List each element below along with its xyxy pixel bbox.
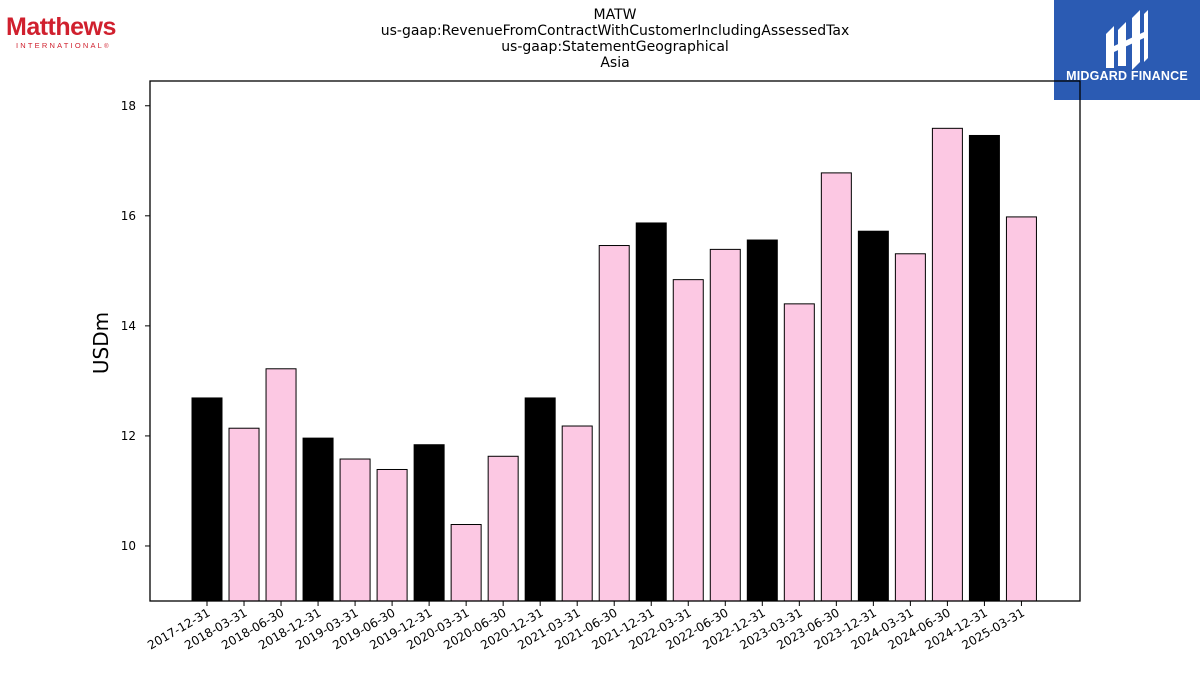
bar-2022-03-31 xyxy=(672,279,704,602)
bar-2019-12-31 xyxy=(413,444,445,602)
bar-2019-03-31 xyxy=(339,458,371,602)
bars-layer xyxy=(191,127,1037,602)
bar-2021-06-30 xyxy=(598,245,630,602)
bar-2023-03-31 xyxy=(783,303,815,602)
midgard-finance-logo: MIDGARD FINANCE xyxy=(1054,0,1200,100)
bar-2018-06-30 xyxy=(265,368,297,602)
bar-2023-12-31 xyxy=(857,230,889,602)
bar-2020-03-31 xyxy=(450,524,482,602)
bar-2018-03-31 xyxy=(228,427,260,602)
bar-2023-06-30 xyxy=(820,172,852,602)
y-tick-label: 16 xyxy=(121,209,136,223)
chart-title-line-4: Asia xyxy=(600,55,630,71)
bar-2021-12-31 xyxy=(635,222,667,602)
bar-2025-03-31 xyxy=(1005,216,1037,602)
bar-2018-12-31 xyxy=(302,437,334,602)
midgard-finance-wordmark: MIDGARD FINANCE xyxy=(1066,69,1188,83)
x-axis-ticks: 2017-12-312018-03-312018-06-302018-12-31… xyxy=(145,601,1027,652)
matthews-logo: Matthews INTERNATIONAL® xyxy=(6,14,116,50)
bar-2020-06-30 xyxy=(487,455,519,602)
bar-2024-03-31 xyxy=(894,253,926,602)
bar-2017-12-31 xyxy=(191,397,223,602)
y-tick-label: 10 xyxy=(121,539,136,553)
bar-2024-06-30 xyxy=(931,127,963,602)
bar-2020-12-31 xyxy=(524,397,556,602)
midgard-emblem-icon xyxy=(1106,10,1148,70)
chart-title-line-3: us-gaap:StatementGeographical xyxy=(501,39,729,55)
y-tick-label: 14 xyxy=(121,319,136,333)
bar-2019-06-30 xyxy=(376,468,408,602)
bar-2021-03-31 xyxy=(561,425,593,602)
plot-frame xyxy=(149,80,1081,602)
matthews-logo-wordmark: Matthews xyxy=(6,13,116,41)
y-tick-label: 18 xyxy=(121,99,136,113)
y-axis-ticks: 10 12 14 16 18 xyxy=(121,99,150,553)
bar-2024-12-31 xyxy=(968,134,1000,602)
chart-title-line-1: MATW xyxy=(593,7,637,23)
chart-title-line-2: us-gaap:RevenueFromContractWithCustomerI… xyxy=(380,23,850,39)
bar-2022-12-31 xyxy=(746,239,778,602)
matthews-logo-subtitle: INTERNATIONAL® xyxy=(16,41,109,50)
bar-2022-06-30 xyxy=(709,248,741,602)
y-tick-label: 12 xyxy=(121,429,136,443)
